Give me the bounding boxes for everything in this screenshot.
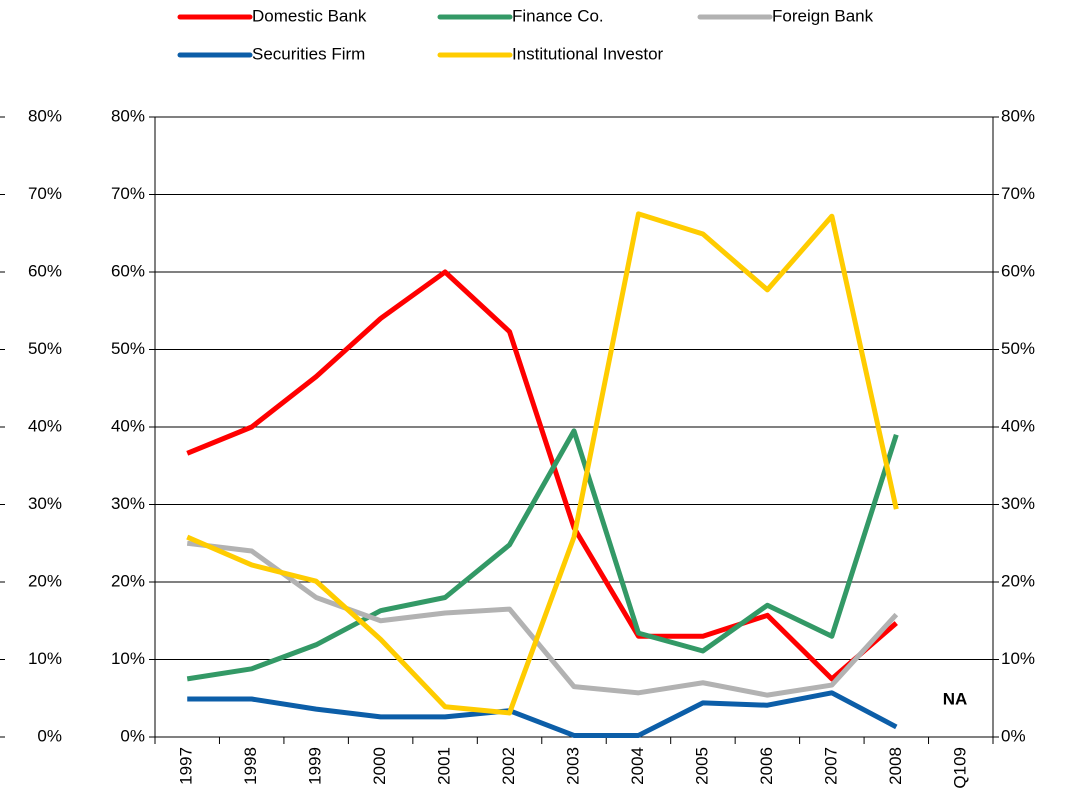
x-tick-label: 2003 <box>563 747 582 785</box>
x-tick-label: 2008 <box>886 747 905 785</box>
y2-tick-label: 30% <box>1001 494 1035 513</box>
annotation: NA <box>943 689 968 708</box>
x-tick-label: 2007 <box>821 747 840 785</box>
y-tick-label: 10% <box>28 649 62 668</box>
y-tick-label: 0% <box>37 726 62 745</box>
x-tick-label: Q109 <box>950 747 969 789</box>
x-tick-label: 1997 <box>177 747 196 785</box>
x-tick-label: 2004 <box>628 747 647 785</box>
y2-tick-label: 50% <box>1001 339 1035 358</box>
y-tick-label: 80% <box>111 106 145 125</box>
y2-tick-label: 0% <box>1001 726 1026 745</box>
x-tick-label: 1999 <box>306 747 325 785</box>
y2-tick-label: 20% <box>1001 571 1035 590</box>
y2-tick-label: 40% <box>1001 416 1035 435</box>
x-tick-label: 2002 <box>499 747 518 785</box>
y2-tick-label: 10% <box>1001 649 1035 668</box>
y-tick-label: 60% <box>28 261 62 280</box>
x-tick-label: 2000 <box>370 747 389 785</box>
y-tick-label: 50% <box>111 339 145 358</box>
legend-label: Foreign Bank <box>772 6 874 25</box>
y-tick-label: 60% <box>111 261 145 280</box>
legend-label: Domestic Bank <box>252 6 367 25</box>
legend-label: Finance Co. <box>512 6 604 25</box>
y-tick-label: 50% <box>28 339 62 358</box>
y-tick-label: 40% <box>28 416 62 435</box>
y-tick-label: 10% <box>111 649 145 668</box>
series-line <box>186 211 899 716</box>
y2-tick-label: 70% <box>1001 184 1035 203</box>
x-tick-label: 2001 <box>435 747 454 785</box>
x-tick-label: 1998 <box>241 747 260 785</box>
series-line <box>186 428 899 682</box>
legend-label: Securities Firm <box>252 44 365 63</box>
legend-label: Institutional Investor <box>512 44 664 63</box>
series-line <box>186 540 899 698</box>
y-tick-label: 80% <box>28 106 62 125</box>
y-tick-label: 40% <box>111 416 145 435</box>
y-tick-label: 30% <box>111 494 145 513</box>
x-tick-label: 2006 <box>757 747 776 785</box>
series-line <box>187 690 898 738</box>
y2-tick-label: 60% <box>1001 261 1035 280</box>
series-line <box>186 269 898 682</box>
y2-tick-label: 80% <box>1001 106 1035 125</box>
y-tick-label: 70% <box>111 184 145 203</box>
y-tick-label: 0% <box>120 726 145 745</box>
y-tick-label: 20% <box>28 571 62 590</box>
y-tick-label: 30% <box>28 494 62 513</box>
y-tick-label: 20% <box>111 571 145 590</box>
y-tick-label: 70% <box>28 184 62 203</box>
x-tick-label: 2005 <box>692 747 711 785</box>
